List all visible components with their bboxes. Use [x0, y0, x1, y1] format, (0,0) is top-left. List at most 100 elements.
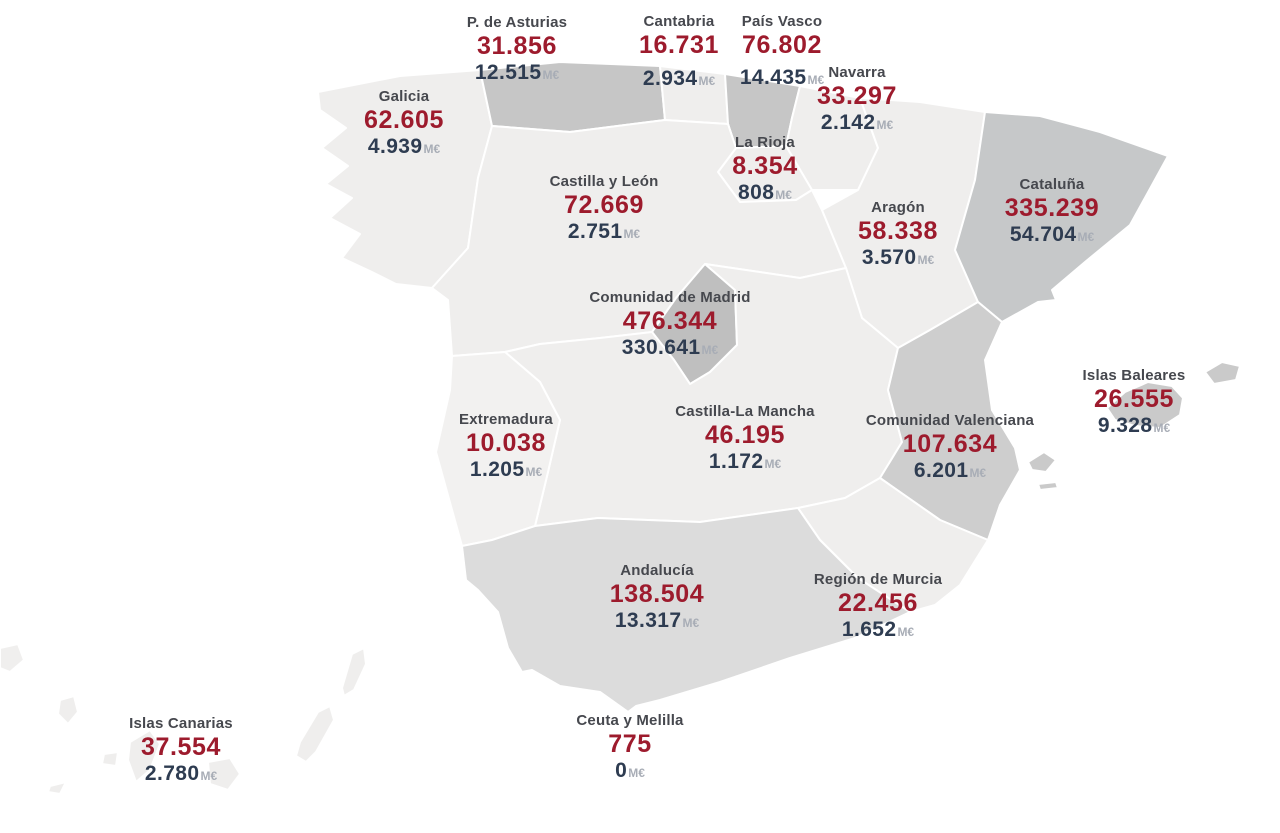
region-secondary-value: 1.205M€: [459, 457, 553, 485]
region-label-aragon: Aragón 58.338 3.570M€: [858, 199, 938, 273]
region-secondary-value: 9.328M€: [1083, 413, 1186, 441]
region-label-galicia: Galicia 62.605 4.939M€: [364, 88, 444, 162]
region-label-ceuta-y-melilla: Ceuta y Melilla 775 0M€: [576, 712, 683, 786]
madeira-island: [0, 643, 25, 673]
fuerteventura-island[interactable]: [295, 705, 335, 763]
region-primary-value: 37.554: [140, 733, 222, 761]
region-label-andalucia: Andalucía 138.504 13.317M€: [610, 562, 705, 636]
region-name: Islas Baleares: [1082, 367, 1186, 384]
region-primary-value: 775: [608, 730, 652, 758]
region-primary-value: 33.297: [816, 82, 898, 110]
secondary-number: 1.172: [708, 450, 764, 473]
region-primary-value: 76.802: [741, 31, 823, 59]
region-secondary-value: 4.939M€: [364, 134, 444, 162]
region-shape-islas-baleares[interactable]: [1027, 361, 1241, 491]
unit-label: M€: [807, 73, 825, 87]
secondary-number: 54.704: [1009, 223, 1077, 246]
region-name: Castilla-La Mancha: [675, 403, 815, 420]
region-primary-value: 335.239: [1004, 194, 1100, 222]
region-primary-value: 62.605: [363, 106, 445, 134]
secondary-number: 2.142: [820, 111, 876, 134]
region-secondary-value: 14.435M€: [740, 65, 824, 93]
region-secondary-value: 2.142M€: [817, 110, 897, 138]
region-name: Navarra: [828, 64, 886, 81]
unit-label: M€: [623, 227, 641, 241]
unit-label: M€: [682, 616, 700, 630]
region-secondary-value: 13.317M€: [610, 608, 705, 636]
region-name: País Vasco: [741, 13, 823, 30]
region-secondary-value: 808M€: [732, 180, 798, 208]
unit-label: M€: [775, 188, 792, 202]
region-secondary-value: 2.934M€: [639, 66, 719, 94]
region-name: Aragón: [871, 199, 925, 216]
region-name: Cantabria: [643, 13, 715, 30]
region-name: Islas Canarias: [129, 715, 233, 732]
unit-label: M€: [1077, 230, 1095, 244]
region-secondary-value: 330.641M€: [589, 335, 750, 363]
unit-label: M€: [200, 769, 218, 783]
region-label-murcia: Región de Murcia 22.456 1.652M€: [814, 571, 942, 645]
region-secondary-value: 6.201M€: [866, 458, 1034, 486]
secondary-number: 2.934: [642, 67, 698, 90]
region-primary-value: 10.038: [465, 429, 547, 457]
region-secondary-value: 54.704M€: [1005, 222, 1100, 250]
region-label-cantabria: Cantabria 16.731 2.934M€: [639, 13, 719, 94]
region-primary-value: 8.354: [732, 152, 798, 180]
gran-canaria-island[interactable]: [207, 757, 241, 791]
region-shape-cataluna[interactable]: [954, 111, 1169, 323]
menorca-island[interactable]: [1204, 361, 1241, 385]
region-primary-value: 46.195: [704, 421, 786, 449]
region-secondary-value: 1.172M€: [675, 449, 814, 477]
unit-label: M€: [876, 118, 894, 132]
region-name: Extremadura: [459, 411, 553, 428]
unit-label: M€: [698, 74, 716, 88]
mallorca-island[interactable]: [1106, 381, 1184, 429]
unit-label: M€: [525, 465, 543, 479]
region-name: Andalucía: [620, 562, 694, 579]
region-primary-value: 31.856: [476, 32, 558, 60]
secondary-number: 6.201: [913, 459, 969, 482]
secondary-number: 12.515: [474, 61, 542, 84]
secondary-number: 9.328: [1097, 414, 1153, 437]
region-label-castilla-la-mancha: Castilla-La Mancha 46.195 1.172M€: [675, 403, 814, 477]
secondary-number: 808: [738, 181, 775, 204]
region-primary-value: 16.731: [638, 31, 720, 59]
region-shape-islas-canarias[interactable]: [47, 647, 367, 795]
formentera-island[interactable]: [1037, 481, 1059, 491]
region-label-comunidad-valenciana: Comunidad Valenciana 107.634 6.201M€: [866, 412, 1034, 486]
tenerife-island[interactable]: [127, 729, 161, 783]
secondary-number: 2.780: [144, 762, 200, 785]
region-label-cataluna: Cataluña 335.239 54.704M€: [1005, 176, 1100, 250]
secondary-number: 330.641: [621, 336, 701, 359]
unit-label: M€: [701, 343, 719, 357]
secondary-number: 1.205: [469, 458, 525, 481]
region-name: P. de Asturias: [466, 14, 568, 31]
secondary-number: 2.751: [567, 220, 623, 243]
region-name: Galicia: [378, 88, 430, 105]
la-gomera-island[interactable]: [101, 751, 119, 767]
region-label-castilla-y-leon: Castilla y León 72.669 2.751M€: [550, 173, 659, 247]
secondary-number: 14.435: [739, 66, 807, 89]
lanzarote-island[interactable]: [341, 647, 367, 697]
region-secondary-value: 1.652M€: [814, 617, 942, 645]
secondary-number: 0: [615, 759, 628, 782]
secondary-number: 13.317: [614, 609, 682, 632]
secondary-number: 4.939: [367, 135, 423, 158]
region-name: Cataluña: [1019, 176, 1085, 193]
region-name: Ceuta y Melilla: [576, 712, 684, 729]
unit-label: M€: [897, 625, 915, 639]
el-hierro-island[interactable]: [47, 781, 67, 795]
unit-label: M€: [628, 766, 645, 780]
la-palma-island[interactable]: [57, 695, 79, 725]
unit-label: M€: [764, 457, 782, 471]
region-primary-value: 58.338: [857, 217, 939, 245]
secondary-number: 3.570: [861, 246, 917, 269]
region-primary-value: 22.456: [837, 589, 919, 617]
secondary-number: 1.652: [841, 618, 897, 641]
region-secondary-value: 3.570M€: [858, 245, 938, 273]
unit-label: M€: [1153, 421, 1171, 435]
region-shape-andalucia[interactable]: [461, 507, 911, 713]
ibiza-island[interactable]: [1027, 451, 1057, 473]
